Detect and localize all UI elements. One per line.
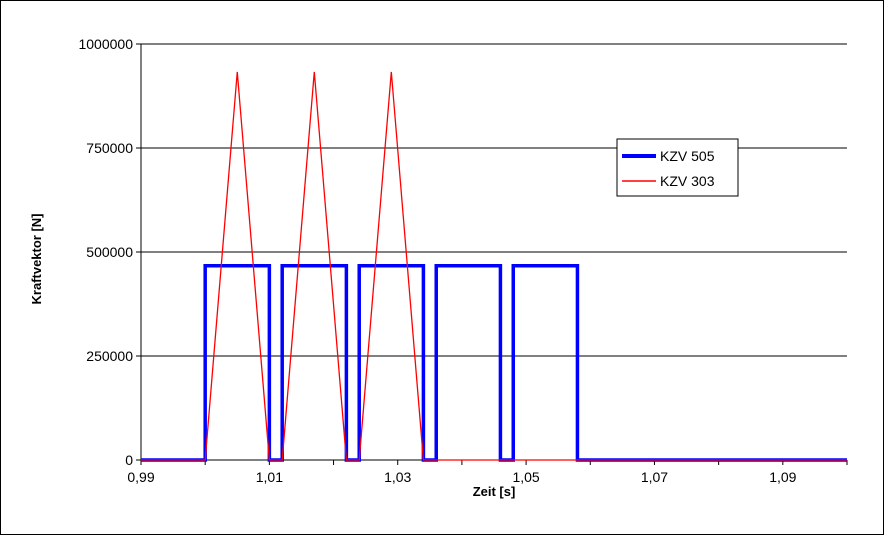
y-tick-label: 500000 — [86, 244, 133, 260]
x-tick-label: 1,07 — [641, 469, 668, 485]
y-tick-label: 1000000 — [78, 36, 133, 52]
y-tick-label: 250000 — [86, 348, 133, 364]
x-tick-label: 0,99 — [127, 469, 154, 485]
x-tick-label: 1,05 — [512, 469, 539, 485]
y-tick-label: 750000 — [86, 140, 133, 156]
x-tick-label: 1,01 — [256, 469, 283, 485]
grid-layer — [141, 43, 847, 357]
legend-box — [616, 138, 739, 197]
series-line-kzv-505 — [141, 263, 847, 462]
x-axis-label: Zeit [s] — [473, 484, 516, 499]
y-axis-label: Kraftvektor [N] — [29, 213, 44, 304]
labels-layer: Zeit [s] Kraftvektor [N] — [29, 213, 515, 499]
series-line-kzv-303 — [141, 71, 847, 461]
x-tick-label: 1,09 — [769, 469, 796, 485]
axes-layer: 0 250000 500000 750000 1000000 0,99 1,01 1,03 1,… — [78, 36, 848, 485]
y-tick-label: 0 — [125, 452, 133, 468]
legend-label-kzv-303: KZV 303 — [660, 173, 715, 189]
legend: KZV 505 KZV 303 — [616, 138, 739, 197]
legend-label-kzv-505: KZV 505 — [660, 148, 715, 164]
series-layer — [141, 71, 847, 462]
x-tick-label: 1,03 — [384, 469, 411, 485]
